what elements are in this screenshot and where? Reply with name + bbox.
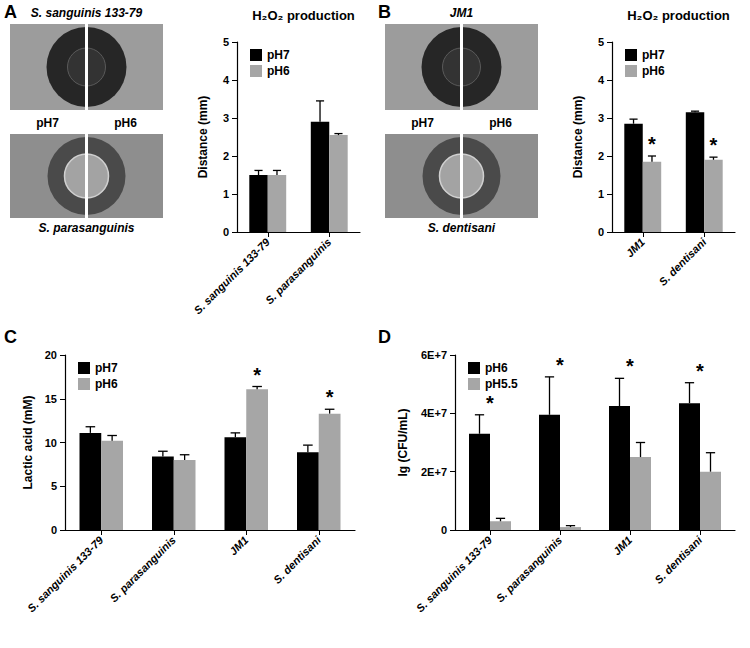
svg-text:S. sanguinis 133-79: S. sanguinis 133-79 <box>191 235 272 316</box>
svg-text:C: C <box>4 327 17 347</box>
svg-text:0: 0 <box>441 524 447 536</box>
svg-text:S. dentisani: S. dentisani <box>656 235 709 288</box>
svg-text:2: 2 <box>223 150 229 162</box>
svg-text:S. sanguinis 133-79: S. sanguinis 133-79 <box>31 6 143 20</box>
svg-text:S. dentisani: S. dentisani <box>652 533 705 586</box>
svg-text:lg (CFU/mL): lg (CFU/mL) <box>396 409 410 477</box>
svg-text:pH6: pH6 <box>489 116 512 130</box>
svg-text:H₂O₂ production: H₂O₂ production <box>627 8 730 23</box>
svg-text:5: 5 <box>223 36 229 48</box>
svg-text:pH7: pH7 <box>36 116 59 130</box>
svg-text:2: 2 <box>598 150 604 162</box>
svg-text:1: 1 <box>598 188 604 200</box>
svg-text:JM1: JM1 <box>227 534 251 558</box>
svg-text:2E+7: 2E+7 <box>421 466 447 478</box>
svg-text:*: * <box>486 392 494 414</box>
svg-text:JM1: JM1 <box>450 6 474 20</box>
svg-text:S. parasanguinis: S. parasanguinis <box>263 236 334 307</box>
svg-text:pH6: pH6 <box>642 64 665 78</box>
svg-text:Distance (mm): Distance (mm) <box>196 96 210 179</box>
svg-text:pH6: pH6 <box>114 116 137 130</box>
svg-text:JM1: JM1 <box>623 236 647 260</box>
svg-text:pH6: pH6 <box>95 377 118 391</box>
svg-text:Distance (mm): Distance (mm) <box>571 96 585 179</box>
svg-text:pH7: pH7 <box>411 116 434 130</box>
svg-text:S. parasanguinis: S. parasanguinis <box>107 534 178 605</box>
svg-text:D: D <box>378 327 391 347</box>
svg-text:*: * <box>326 386 334 408</box>
svg-text:4E+7: 4E+7 <box>421 407 447 419</box>
svg-text:10: 10 <box>45 437 57 449</box>
svg-text:S. sanguinis 133-79: S. sanguinis 133-79 <box>414 533 495 614</box>
svg-text:pH7: pH7 <box>267 48 290 62</box>
svg-text:6E+7: 6E+7 <box>421 349 447 361</box>
svg-text:A: A <box>4 2 17 22</box>
svg-text:pH6: pH6 <box>267 64 290 78</box>
svg-text:S. parasanguinis: S. parasanguinis <box>38 221 134 235</box>
svg-text:S. dentisani: S. dentisani <box>271 533 324 586</box>
svg-text:5: 5 <box>598 36 604 48</box>
svg-text:1: 1 <box>223 188 229 200</box>
svg-text:pH5.5: pH5.5 <box>485 377 518 391</box>
svg-text:pH7: pH7 <box>642 48 665 62</box>
svg-text:*: * <box>253 364 261 386</box>
svg-text:*: * <box>710 134 718 156</box>
svg-text:S. parasanguinis: S. parasanguinis <box>494 534 565 605</box>
svg-text:S. dentisani: S. dentisani <box>428 221 496 235</box>
svg-text:*: * <box>556 354 564 376</box>
svg-text:5: 5 <box>51 480 57 492</box>
svg-text:pH7: pH7 <box>95 361 118 375</box>
svg-text:H₂O₂ production: H₂O₂ production <box>252 8 355 23</box>
svg-text:JM1: JM1 <box>611 534 635 558</box>
svg-text:4: 4 <box>598 74 605 86</box>
svg-text:15: 15 <box>45 393 57 405</box>
svg-text:pH6: pH6 <box>485 361 508 375</box>
svg-text:Lactic acid (mM): Lactic acid (mM) <box>21 395 35 489</box>
svg-text:*: * <box>626 355 634 377</box>
svg-text:B: B <box>378 2 391 22</box>
svg-text:0: 0 <box>598 226 604 238</box>
svg-text:3: 3 <box>598 112 604 124</box>
svg-text:0: 0 <box>51 524 57 536</box>
svg-text:0: 0 <box>223 226 229 238</box>
svg-text:20: 20 <box>45 349 57 361</box>
svg-text:4: 4 <box>223 74 230 86</box>
svg-text:3: 3 <box>223 112 229 124</box>
svg-text:*: * <box>696 360 704 382</box>
svg-text:S. sanguinis 133-79: S. sanguinis 133-79 <box>25 533 106 614</box>
svg-text:*: * <box>648 133 656 155</box>
